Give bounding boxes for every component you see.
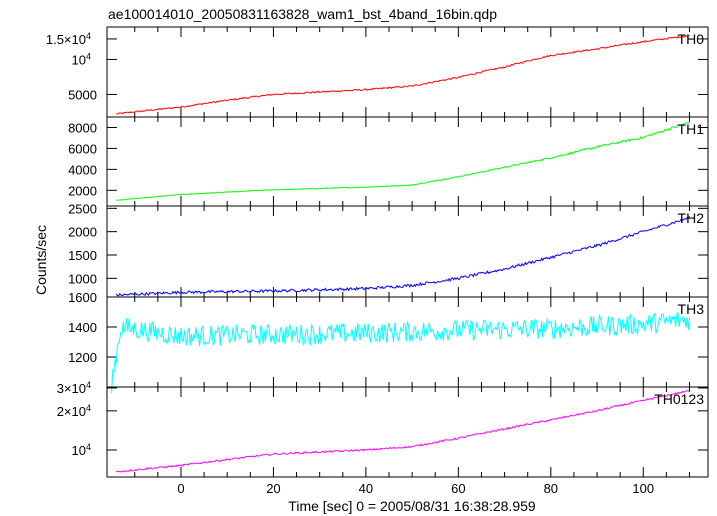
- y-tick-label: 6000: [68, 141, 97, 156]
- series-line-th3: [111, 311, 690, 393]
- panel-frame: [106, 205, 709, 298]
- chart-title: ae100014010_20050831163828_wam1_bst_4ban…: [108, 6, 497, 22]
- y-tick-label: 1000: [68, 271, 97, 286]
- panel-frame: [106, 26, 709, 118]
- y-tick-label: 4000: [68, 162, 97, 177]
- panel-label: TH2: [678, 210, 705, 226]
- series-line-th0: [116, 34, 690, 115]
- x-tick-label: 0: [177, 481, 184, 496]
- series-line-th1: [116, 122, 690, 201]
- series-line-th0123: [116, 389, 690, 473]
- panel-th3: 1200 1400 1600 TH3: [68, 290, 709, 393]
- panel-label: TH0: [678, 31, 705, 47]
- panel-frame: [106, 386, 709, 478]
- y-axis-title: Counts/sec: [33, 225, 49, 295]
- panel-label: TH1: [678, 121, 705, 137]
- x-tick-label: 20: [266, 481, 280, 496]
- series-line-th2: [115, 216, 690, 297]
- y-tick-label: 3×104: [57, 380, 91, 396]
- y-tick-label: 1.5×104: [46, 31, 91, 47]
- x-tick-label: 80: [544, 481, 558, 496]
- x-axis-title: Time [sec] 0 = 2005/08/31 16:38:28.959: [288, 498, 536, 514]
- y-tick-label: 104: [72, 442, 91, 458]
- x-tick-label: 60: [451, 481, 465, 496]
- panel-th0: 5000 104 1.5×104 TH0: [46, 26, 709, 118]
- y-tick-label: 1400: [68, 320, 97, 335]
- panel-th0123: 104 2×104 3×104 TH0123: [57, 380, 709, 478]
- y-tick-label: 8000: [68, 120, 97, 135]
- panel-frame: [106, 296, 709, 388]
- y-tick-label: 104: [72, 51, 91, 67]
- x-tick-label: 100: [632, 481, 654, 496]
- y-tick-label: 2000: [68, 183, 97, 198]
- panel-label: TH0123: [654, 391, 704, 407]
- y-tick-label: 2000: [68, 225, 97, 240]
- panel-th1: 2000 4000 6000 8000 TH1: [68, 116, 709, 207]
- panel-frame: [106, 116, 709, 207]
- y-tick-label: 1600: [68, 290, 97, 305]
- panel-label: TH3: [678, 301, 705, 317]
- y-tick-label: 1200: [68, 350, 97, 365]
- panel-th2: 1000 1500 2000 2500 TH2: [68, 201, 709, 298]
- y-tick-label: 1500: [68, 248, 97, 263]
- x-tick-label: 40: [359, 481, 373, 496]
- y-tick-label: 2500: [68, 201, 97, 216]
- y-tick-label: 5000: [68, 87, 97, 102]
- y-tick-label: 2×104: [57, 403, 91, 419]
